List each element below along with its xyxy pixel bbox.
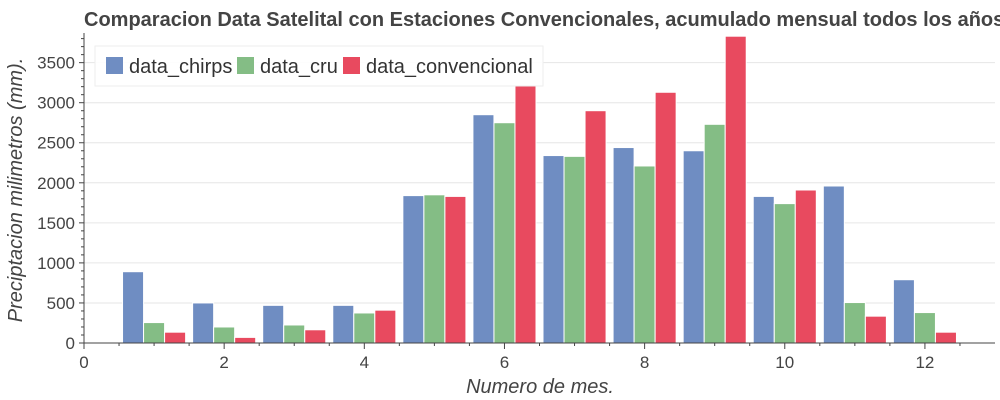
bar-data_cru-3 bbox=[283, 324, 306, 344]
bars bbox=[122, 35, 957, 344]
x-tick-label: 8 bbox=[640, 353, 649, 372]
bar-data_convencional-4 bbox=[374, 309, 397, 344]
x-tick-label: 6 bbox=[500, 353, 509, 372]
x-tick-label: 2 bbox=[219, 353, 228, 372]
bar-data_cru-7 bbox=[563, 155, 586, 344]
chart-title: Comparacion Data Satelital con Estacione… bbox=[84, 9, 1000, 31]
bar-data_chirps-5 bbox=[402, 195, 425, 344]
y-tick-label: 500 bbox=[47, 294, 75, 313]
bar-data_chirps-10 bbox=[752, 195, 775, 344]
bar-data_convencional-10 bbox=[794, 189, 817, 344]
bar-data_convencional-2 bbox=[234, 336, 257, 344]
bar-data_cru-11 bbox=[843, 302, 866, 344]
bar-data_cru-2 bbox=[213, 326, 236, 344]
y-tick-label: 0 bbox=[66, 334, 75, 353]
legend-label-data_convencional: data_convencional bbox=[366, 56, 533, 78]
bar-data_convencional-12 bbox=[934, 331, 957, 344]
bar-data_cru-10 bbox=[773, 203, 796, 344]
bar-data_cru-8 bbox=[633, 165, 656, 344]
bar-data_cru-5 bbox=[423, 194, 446, 344]
bar-data_convencional-7 bbox=[584, 110, 607, 344]
bar-data_chirps-3 bbox=[262, 304, 285, 344]
bar-data_chirps-12 bbox=[892, 279, 915, 344]
legend: data_chirps data_cru data_convencional bbox=[94, 45, 544, 87]
bar-data_convencional-6 bbox=[514, 84, 537, 344]
y-tick-label: 1000 bbox=[37, 254, 75, 273]
x-tick-label: 10 bbox=[775, 353, 794, 372]
axes: 0 500 1000 1500 2000 2500 3000 3500 0 2 4 6 8 10 12 bbox=[37, 33, 995, 372]
bar-data_convencional-8 bbox=[654, 91, 677, 344]
legend-box bbox=[94, 45, 544, 87]
bar-data_chirps-6 bbox=[472, 114, 495, 344]
bar-data_convencional-5 bbox=[444, 195, 467, 344]
legend-swatch-data_convencional bbox=[343, 57, 360, 74]
y-tick-label: 1500 bbox=[37, 214, 75, 233]
bar-data_cru-12 bbox=[913, 312, 936, 344]
grid bbox=[84, 62, 995, 304]
bar-data_convencional-1 bbox=[164, 331, 187, 344]
bar-data_cru-9 bbox=[703, 123, 726, 344]
legend-swatch-data_chirps bbox=[106, 57, 123, 74]
x-tick-label: 4 bbox=[360, 353, 369, 372]
legend-label-data_chirps: data_chirps bbox=[129, 56, 232, 78]
bar-data_chirps-4 bbox=[332, 304, 355, 344]
bar-data_convencional-11 bbox=[864, 315, 887, 344]
bar-data_chirps-2 bbox=[192, 302, 215, 344]
y-tick-label: 2500 bbox=[37, 134, 75, 153]
bar-data_chirps-8 bbox=[612, 147, 635, 344]
x-axis-title: Numero de mes. bbox=[466, 376, 614, 398]
legend-label-data_cru: data_cru bbox=[260, 56, 338, 78]
bar-data_chirps-11 bbox=[822, 185, 845, 344]
bar-data_cru-6 bbox=[493, 122, 516, 344]
bar-data_chirps-9 bbox=[682, 150, 705, 344]
bar-data_convencional-9 bbox=[724, 35, 747, 344]
bar-data_cru-4 bbox=[353, 312, 376, 344]
y-tick-label: 3500 bbox=[37, 54, 75, 73]
x-tick-label: 0 bbox=[79, 353, 88, 372]
bar-data_convencional-3 bbox=[304, 329, 327, 344]
bar-data_chirps-1 bbox=[122, 271, 145, 344]
y-tick-label: 2000 bbox=[37, 174, 75, 193]
x-tick-label: 12 bbox=[915, 353, 934, 372]
y-tick-label: 3000 bbox=[37, 94, 75, 113]
bar-data_chirps-7 bbox=[542, 155, 565, 344]
legend-swatch-data_cru bbox=[237, 57, 254, 74]
y-axis-title: Preciptacion milimetros (mm). bbox=[5, 58, 27, 322]
bar-data_cru-1 bbox=[143, 322, 166, 344]
